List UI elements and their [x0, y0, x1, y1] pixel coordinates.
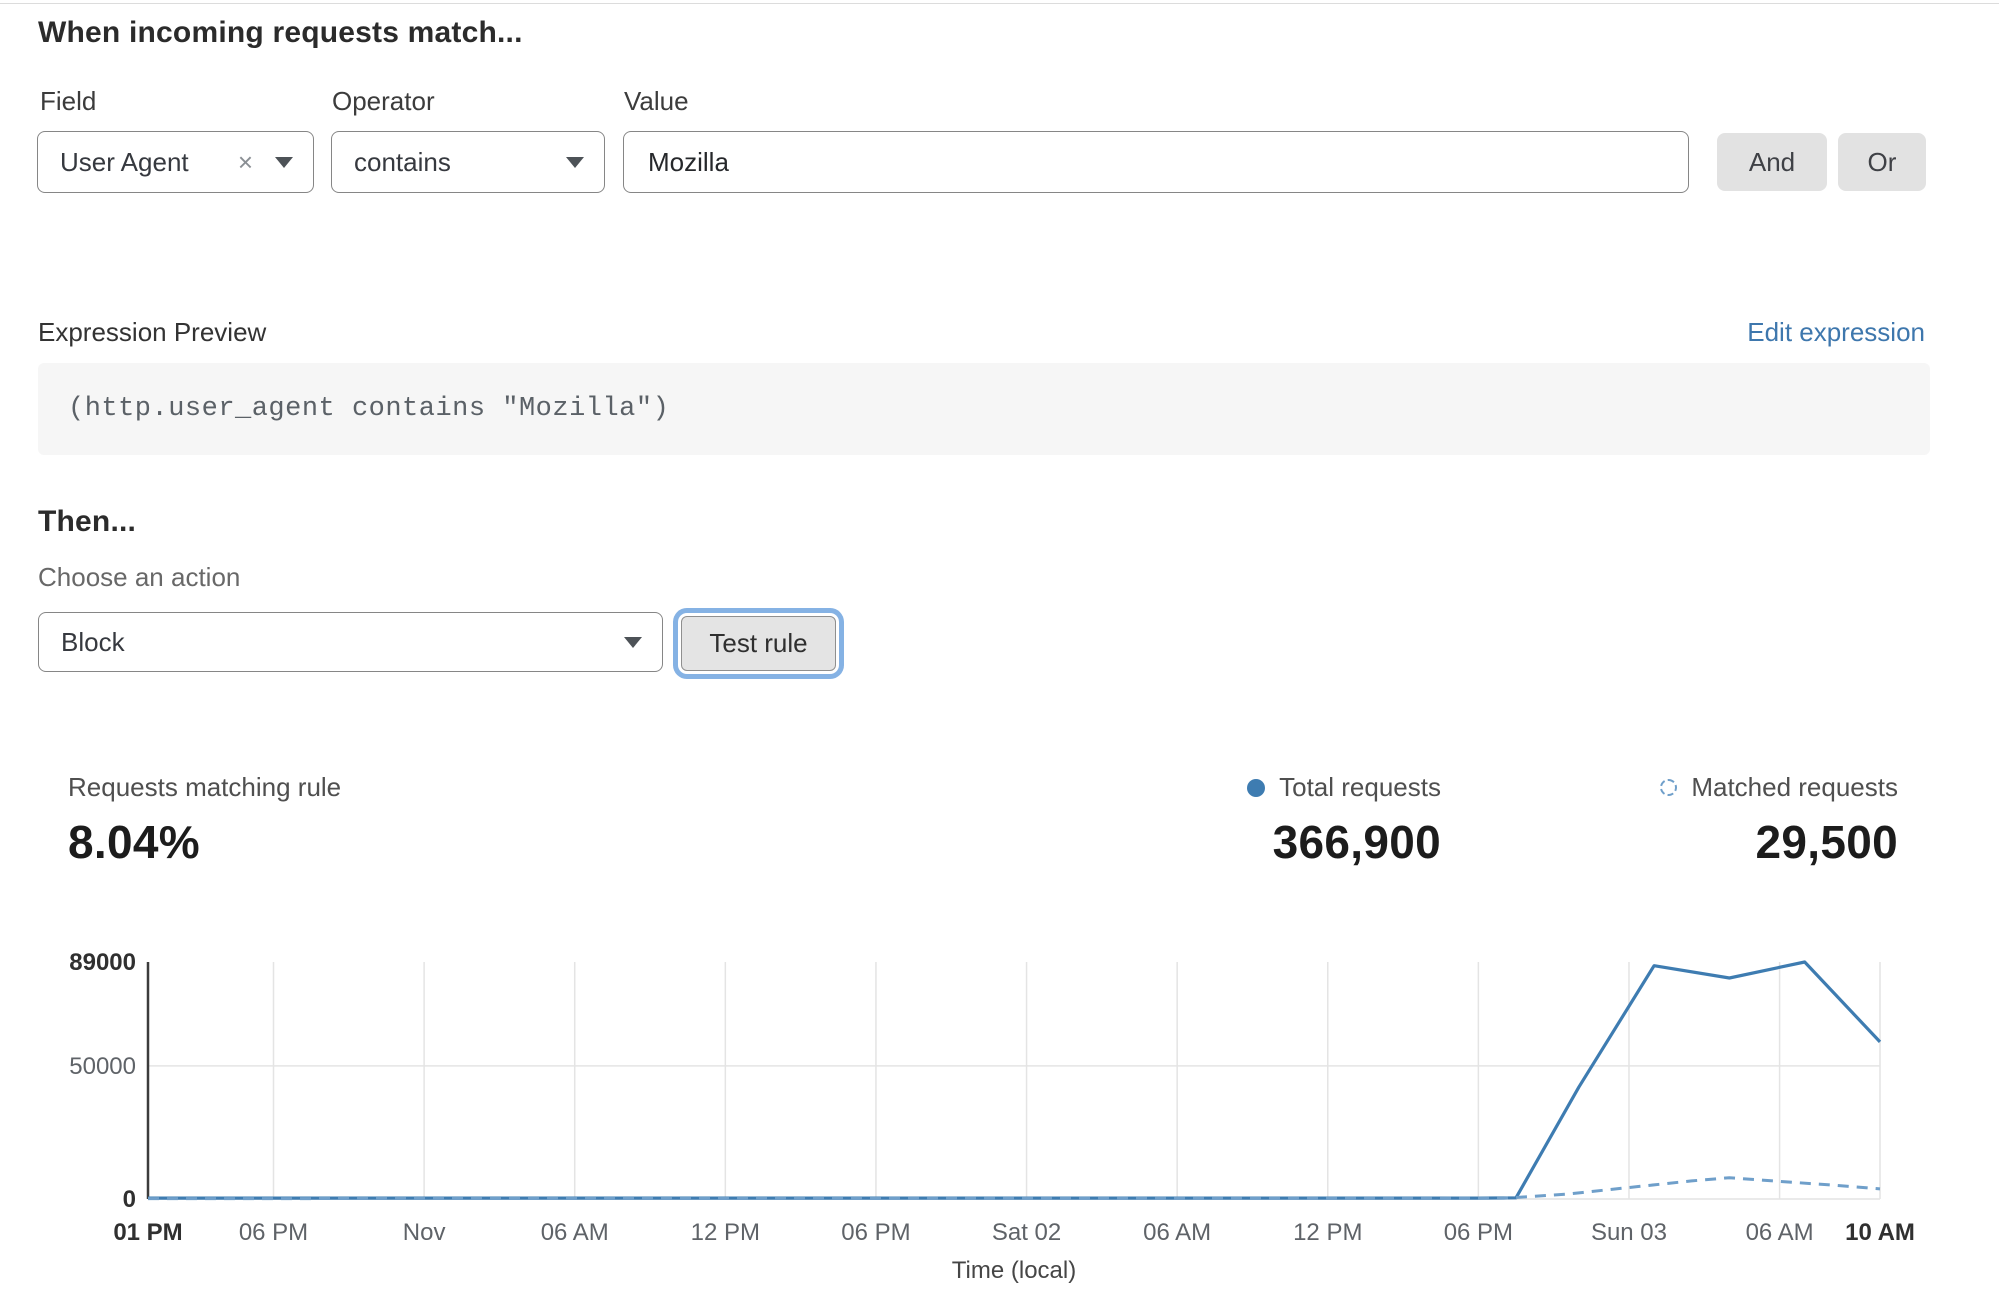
match-section-title: When incoming requests match...: [38, 16, 523, 49]
x-tick-label: Sun 03: [1591, 1219, 1667, 1246]
x-tick-label: 06 PM: [1444, 1219, 1513, 1246]
x-tick-label: Nov: [403, 1219, 446, 1246]
operator-label: Operator: [332, 86, 435, 116]
requests-line-chart: 0 50000 89000 01 PM 06 PM Nov 06 AM 12 PM 06 PM S…: [38, 940, 1930, 1292]
series-solid: [148, 960, 1882, 1200]
chevron-down-icon: [566, 156, 584, 168]
stat-matched-requests: Matched requests 29,500: [1660, 772, 1898, 869]
chart-canvas: 0 50000 89000 01 PM 06 PM Nov 06 AM 12 PM 06 PM S…: [69, 949, 1915, 1284]
x-tick-label: 01 PM: [113, 1219, 182, 1246]
value-input[interactable]: [623, 131, 1689, 193]
then-section-title: Then...: [38, 505, 137, 538]
chevron-down-icon: [624, 636, 642, 648]
x-tick-label: 06 AM: [1746, 1219, 1814, 1246]
expression-preview-label: Expression Preview: [38, 317, 267, 347]
value-label: Value: [624, 86, 689, 116]
top-divider: [0, 3, 1999, 4]
y-tick-label: 0: [123, 1186, 136, 1213]
y-tick-label: 50000: [69, 1053, 136, 1080]
x-axis-title: Time (local): [952, 1257, 1076, 1284]
action-select-value: Block: [61, 626, 125, 657]
x-tick-label: 12 PM: [1293, 1219, 1362, 1246]
y-tick-label: 89000: [69, 949, 136, 976]
stat-total-value: 366,900: [1272, 816, 1441, 868]
dashed-circle-icon: [1660, 779, 1678, 796]
test-rule-button[interactable]: Test rule: [681, 616, 836, 671]
or-button[interactable]: Or: [1838, 133, 1926, 191]
choose-action-label: Choose an action: [38, 562, 241, 592]
x-tick-label: Sat 02: [992, 1219, 1061, 1246]
clear-field-icon[interactable]: ×: [237, 147, 253, 177]
edit-expression-link[interactable]: Edit expression: [1747, 317, 1925, 347]
operator-select[interactable]: contains: [331, 131, 605, 193]
expression-code: (http.user_agent contains "Mozilla"): [68, 394, 670, 424]
action-select[interactable]: Block: [38, 612, 663, 672]
series-dashed: [147, 1176, 1881, 1201]
expression-preview-box: (http.user_agent contains "Mozilla"): [38, 363, 1930, 455]
solid-dot-icon: [1247, 778, 1266, 797]
stat-requests-matching: Requests matching rule 8.04%: [68, 772, 341, 869]
field-select-value: User Agent: [60, 146, 189, 177]
matched-requests-legend: Matched requests: [1660, 772, 1898, 803]
stat-matched-label: Matched requests: [1691, 772, 1898, 802]
x-tick-label: 06 AM: [541, 1219, 609, 1246]
total-requests-legend: Total requests: [1247, 772, 1441, 803]
stat-matching-value: 8.04%: [68, 816, 200, 868]
chevron-down-icon: [275, 156, 293, 168]
x-tick-label: 06 PM: [239, 1219, 308, 1246]
stat-matching-label: Requests matching rule: [68, 772, 342, 802]
operator-select-value: contains: [354, 146, 451, 177]
stat-total-label: Total requests: [1279, 772, 1441, 802]
x-tick-label: 12 PM: [691, 1219, 760, 1246]
stat-total-requests: Total requests 366,900: [1247, 772, 1441, 869]
field-select[interactable]: User Agent ×: [37, 131, 314, 193]
stat-matched-value: 29,500: [1755, 816, 1898, 868]
field-label: Field: [40, 86, 97, 116]
and-button[interactable]: And: [1717, 133, 1827, 191]
x-tick-label: 10 AM: [1845, 1219, 1915, 1246]
x-tick-label: 06 AM: [1143, 1219, 1211, 1246]
x-tick-label: 06 PM: [841, 1219, 910, 1246]
